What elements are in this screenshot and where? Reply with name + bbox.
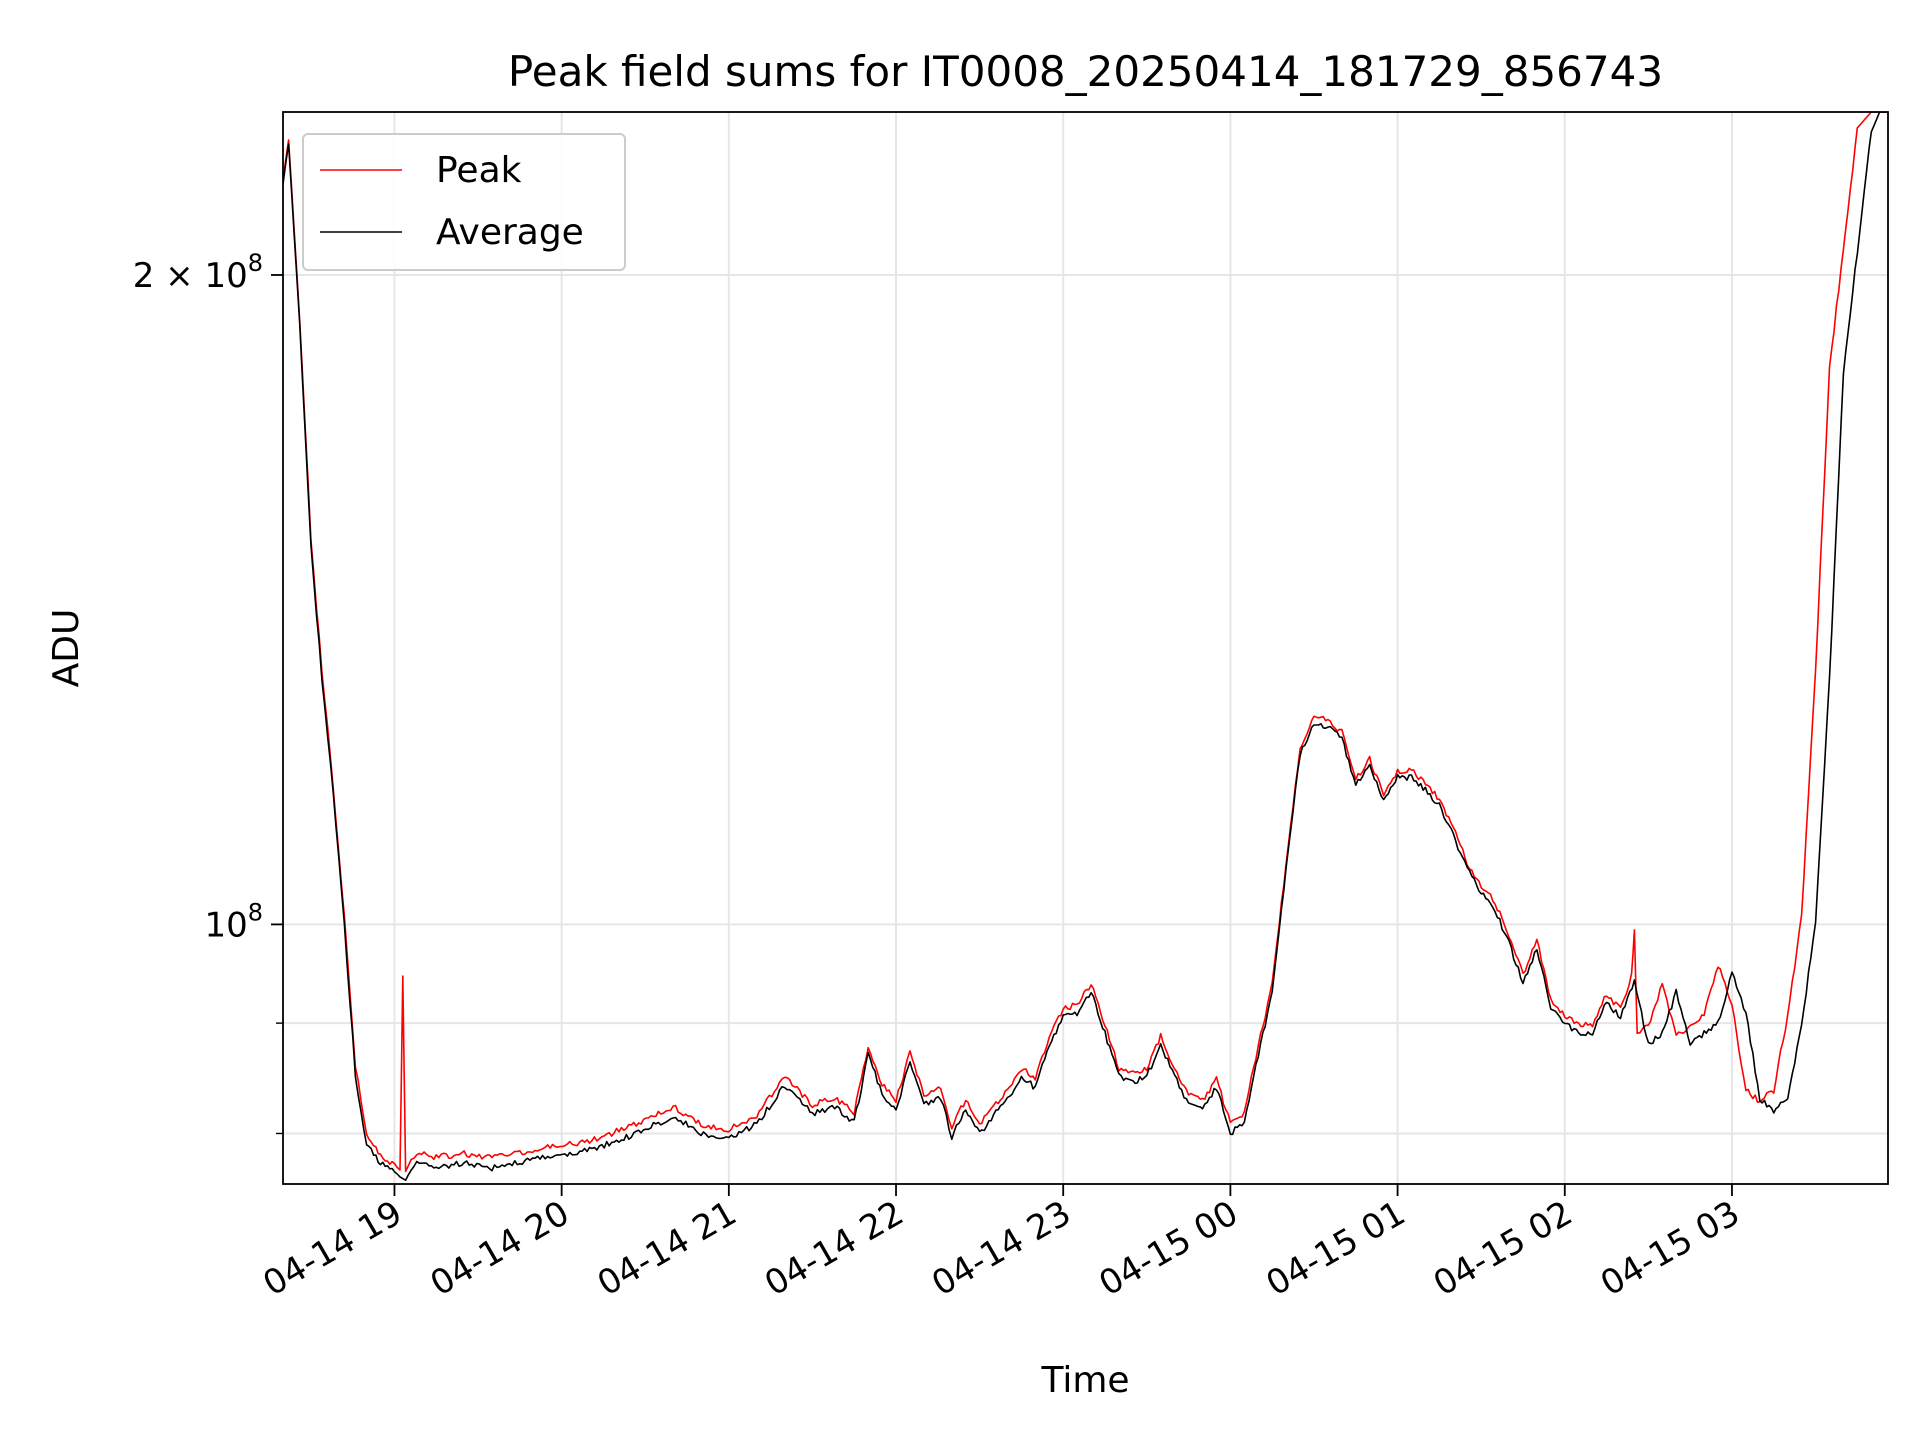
x-axis-label: Time — [1040, 1360, 1129, 1401]
y-axis-label: ADU — [46, 609, 87, 688]
series-lines — [283, 112, 1888, 1181]
legend-label-peak: Peak — [436, 150, 522, 191]
legend: Peak Average — [302, 133, 626, 271]
y-tick-label: 108 — [204, 898, 263, 945]
grid-lines — [283, 112, 1888, 1184]
y-tick-label: 2 × 108 — [133, 249, 263, 296]
series-line-average — [283, 112, 1888, 1181]
plot-frame — [282, 111, 1889, 1185]
chart-title: Peak field sums for IT0008_20250414_1817… — [508, 47, 1663, 96]
legend-box — [302, 133, 626, 271]
legend-label-average: Average — [436, 212, 584, 253]
series-line-peak — [283, 112, 1888, 1173]
